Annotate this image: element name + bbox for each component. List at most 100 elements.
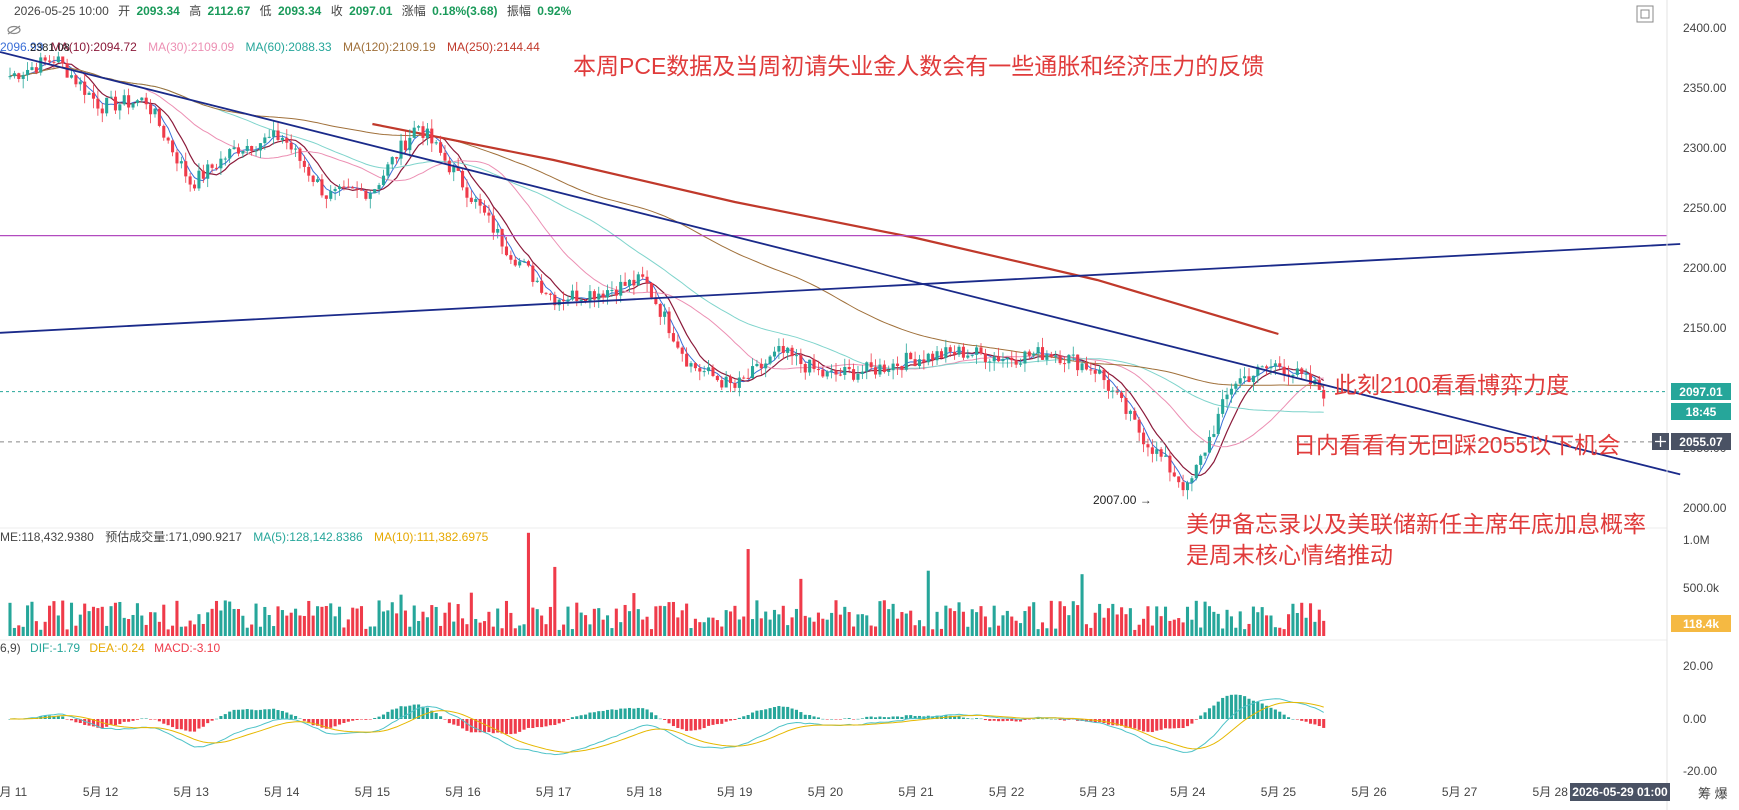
volume-bar [1098, 603, 1102, 636]
candle-body [874, 367, 878, 375]
eye-icon[interactable] [7, 25, 21, 35]
volume-bar [983, 616, 987, 636]
fullscreen-icon[interactable] [1636, 5, 1654, 23]
volume-bar [1190, 619, 1194, 636]
x-tick-label: 5月 23 [1080, 785, 1116, 799]
candle-body [808, 359, 812, 373]
volume-bar [333, 616, 337, 636]
macd-histogram-bar [992, 719, 996, 721]
candle-body [26, 69, 30, 76]
volume-bar [1005, 610, 1009, 636]
macd-histogram-bar [1023, 719, 1027, 720]
annotation-weekend-1: 美伊备忘录以及美联储新任主席年底加息概率 [1186, 511, 1646, 537]
candle-body [821, 369, 825, 377]
volume-bar [909, 610, 913, 636]
candle-body [707, 367, 711, 372]
volume-bar [144, 624, 148, 636]
volume-bar [953, 611, 957, 636]
x-tick-label: 5月 20 [808, 785, 844, 799]
macd-histogram-bar [465, 719, 469, 731]
macd-histogram-bar [285, 712, 289, 719]
candle-body [953, 351, 957, 355]
macd-histogram-bar [953, 716, 957, 719]
volume-bar [373, 626, 377, 636]
volume-bar [619, 622, 623, 636]
volume-bar [548, 606, 552, 636]
candle-body [496, 228, 500, 233]
volume-bar [799, 578, 803, 636]
volume-bar [263, 606, 267, 636]
volume-bar [267, 615, 271, 636]
volume-bar [12, 627, 16, 636]
volume-bar [1295, 613, 1299, 636]
svg-text:18:45: 18:45 [1686, 405, 1717, 419]
candle-body [750, 366, 755, 379]
candle-body [100, 108, 104, 114]
macd-histogram-bar [1308, 719, 1313, 724]
volume-bar [276, 606, 280, 636]
candle-body [997, 356, 1001, 362]
candle-body [1265, 366, 1269, 369]
candle-body [623, 281, 627, 286]
candle-body [91, 92, 96, 99]
volume-bar [294, 608, 298, 636]
macd-histogram-bar [1304, 719, 1308, 722]
volume-bar [895, 618, 900, 636]
volume-bar [781, 605, 785, 636]
volume-bar [742, 616, 746, 636]
macd-histogram-bar [421, 706, 425, 719]
macd-histogram-bar [311, 719, 315, 726]
candle-body [1207, 436, 1211, 453]
volume-bar [750, 619, 755, 636]
macd-histogram-bar [500, 719, 504, 734]
macd-histogram-bar [557, 719, 561, 724]
add-alert-button[interactable] [1652, 433, 1669, 450]
macd-histogram-bar [298, 718, 302, 720]
candle-body [878, 364, 882, 375]
volume-bar [443, 612, 447, 636]
candle-body [825, 371, 829, 377]
macd-histogram-bar [544, 719, 548, 727]
candle-body [1027, 351, 1031, 356]
volume-bar [843, 606, 847, 636]
volume-bar [1093, 612, 1097, 636]
macd-histogram-bar [961, 717, 965, 719]
macd-histogram-bar [113, 719, 117, 726]
volume-bar [386, 610, 390, 636]
volume-bar [540, 615, 544, 636]
macd-histogram-bar [1045, 718, 1049, 720]
macd-histogram-bar [395, 708, 399, 719]
candle-body [1304, 373, 1308, 375]
macd-histogram-bar [658, 718, 662, 720]
volume-bar [803, 615, 807, 636]
volume-bar [772, 609, 777, 636]
volume-bar [1049, 600, 1053, 636]
macd-histogram-bar [676, 719, 680, 728]
volume-bar [1067, 615, 1071, 636]
candle-body [320, 179, 324, 196]
volume-bar [1106, 608, 1110, 636]
candle-body [469, 197, 473, 202]
macd-histogram-bar [983, 719, 987, 721]
x-tick-label: 5月 22 [989, 785, 1025, 799]
volume-bar [417, 620, 421, 636]
candle-body [179, 161, 183, 164]
macd-histogram-bar [1243, 696, 1247, 719]
macd-histogram-bar [122, 719, 126, 722]
macd-histogram-bar [711, 719, 715, 725]
candle-body [456, 166, 460, 171]
candle-body [1032, 353, 1036, 356]
volume-bar [461, 618, 465, 636]
macd-histogram-bar [878, 716, 882, 719]
macd-histogram-bar [632, 708, 636, 719]
macd-histogram-bar [566, 719, 570, 720]
candle-body [285, 137, 289, 143]
candle-body [917, 359, 922, 367]
volume-pane [8, 532, 1326, 636]
macd-histogram-bar [979, 718, 983, 720]
candle-body [254, 150, 258, 152]
volume-bar [381, 611, 385, 636]
macd-histogram-bar [236, 709, 241, 719]
x-tick-label: 5月 28 [1533, 785, 1569, 799]
